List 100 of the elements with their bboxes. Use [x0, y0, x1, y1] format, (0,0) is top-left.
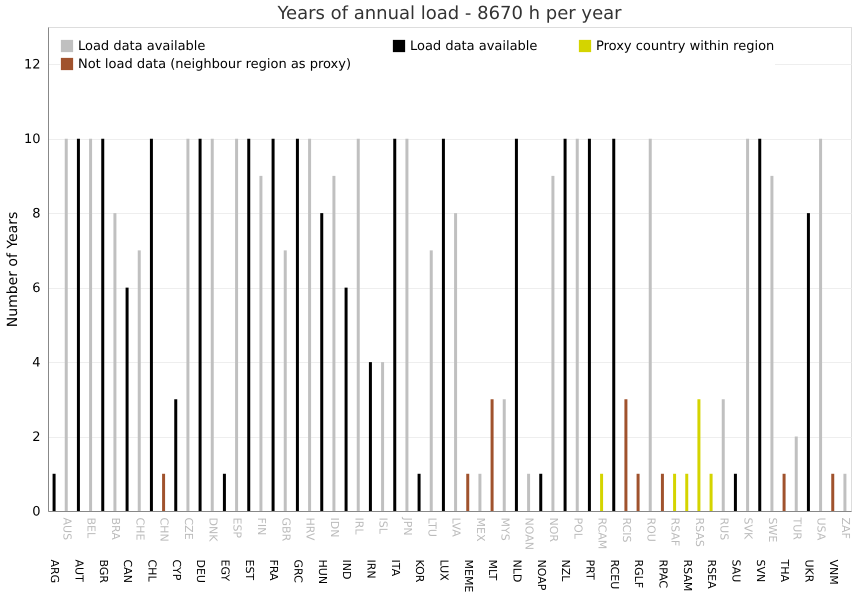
x-tick-label: LTU	[425, 518, 438, 537]
bar	[356, 138, 360, 511]
x-tick-label: BEL	[84, 518, 98, 539]
x-tick-label: ITA	[388, 560, 402, 577]
bar	[588, 138, 591, 511]
bar	[648, 138, 652, 511]
x-tick-label: THA	[778, 558, 792, 582]
x-tick-label: USA	[814, 518, 828, 541]
x-tick-label: NOAN	[522, 518, 536, 550]
legend-label: Load data available	[410, 39, 538, 54]
x-tick-label: VNM	[826, 560, 840, 585]
bar	[685, 474, 688, 511]
x-tick-label: CHE	[133, 518, 146, 540]
bar	[660, 474, 664, 511]
x-tick-label: CAN	[121, 560, 134, 583]
x-tick-label: MLT	[486, 560, 500, 581]
bar	[247, 138, 250, 511]
x-tick-label: CHL	[145, 560, 158, 582]
x-tick-label: GRC	[291, 560, 304, 584]
x-tick-label: BRA	[108, 518, 122, 540]
bar	[624, 399, 628, 511]
bar	[831, 474, 834, 511]
bar	[186, 138, 190, 511]
bar	[259, 176, 262, 511]
x-tick-label: RGLF	[632, 560, 646, 588]
y-tick-label: 0	[32, 504, 40, 520]
x-tick-label: FIN	[254, 518, 268, 536]
x-tick-label: RSAM	[680, 560, 694, 592]
x-tick-label: ESP	[230, 518, 244, 538]
bar	[466, 474, 470, 511]
bar	[113, 213, 116, 511]
x-tick-label: NZL	[559, 560, 572, 582]
x-tick-label: RCIS	[620, 518, 633, 543]
chart-title: Years of annual load - 8670 h per year	[276, 3, 622, 24]
y-tick-label: 4	[32, 356, 40, 371]
bar	[746, 138, 750, 511]
x-tick-label: TUR	[790, 516, 804, 540]
bar	[174, 399, 178, 511]
bar	[332, 176, 336, 511]
x-tick-label: MYS	[498, 518, 512, 541]
bar	[514, 138, 518, 511]
bar	[564, 138, 567, 511]
bar	[89, 138, 92, 511]
bar	[612, 138, 616, 511]
bar	[454, 213, 458, 511]
x-tick-label: RCEU	[608, 560, 621, 590]
x-tick-label: RUS	[717, 518, 730, 540]
bar	[222, 474, 226, 511]
bar	[308, 138, 312, 511]
bar	[600, 474, 604, 511]
bar	[722, 399, 725, 511]
y-tick-label: 6	[32, 281, 40, 296]
x-tick-label: JPN	[400, 516, 414, 536]
x-tick-label: LVA	[450, 518, 463, 538]
legend-label: Not load data (neighbour region as proxy)	[78, 57, 352, 72]
bar	[198, 138, 202, 511]
x-tick-label: FRA	[267, 560, 280, 582]
x-tick-label: CZE	[182, 518, 195, 540]
bar	[381, 362, 384, 511]
bar	[478, 474, 482, 511]
x-tick-label: IRN	[364, 560, 378, 579]
x-tick-label: ISL	[376, 518, 390, 535]
bar	[442, 138, 445, 511]
x-tick-label: IND	[340, 560, 354, 580]
bar	[101, 138, 104, 511]
x-tick-label: CHN	[158, 518, 171, 542]
bar	[770, 176, 774, 511]
x-tick-label: HUN	[316, 560, 329, 584]
bar	[320, 213, 324, 511]
x-tick-label: DNK	[206, 518, 220, 542]
bar	[430, 250, 433, 511]
x-tick-label: MEX	[474, 518, 487, 542]
bar	[296, 138, 299, 511]
legend-label: Proxy country within region	[596, 39, 774, 54]
bar	[819, 138, 822, 511]
bar	[126, 288, 129, 511]
bar	[284, 250, 287, 511]
bar	[418, 474, 421, 511]
bar	[393, 138, 396, 511]
bar	[368, 362, 372, 511]
x-tick-label: SVN	[754, 560, 767, 582]
bar	[697, 399, 700, 511]
bar	[806, 213, 810, 511]
bar	[527, 474, 530, 511]
x-tick-label: IDN	[328, 518, 341, 538]
x-tick-label: RCAM	[596, 518, 609, 550]
x-tick-label: EGY	[218, 560, 232, 582]
x-tick-label: EST	[242, 560, 256, 580]
x-tick-label: RSAF	[668, 518, 682, 546]
y-tick-label: 8	[32, 206, 40, 222]
x-tick-label: AUS	[60, 518, 74, 540]
y-axis-title: Number of Years	[4, 212, 21, 328]
x-tick-label: BGR	[96, 560, 110, 584]
bar	[405, 138, 408, 511]
bar	[782, 474, 786, 511]
x-tick-label: KOR	[413, 560, 426, 583]
bar	[794, 436, 798, 511]
bar	[758, 138, 762, 511]
bar	[710, 474, 713, 511]
bar	[76, 138, 80, 511]
